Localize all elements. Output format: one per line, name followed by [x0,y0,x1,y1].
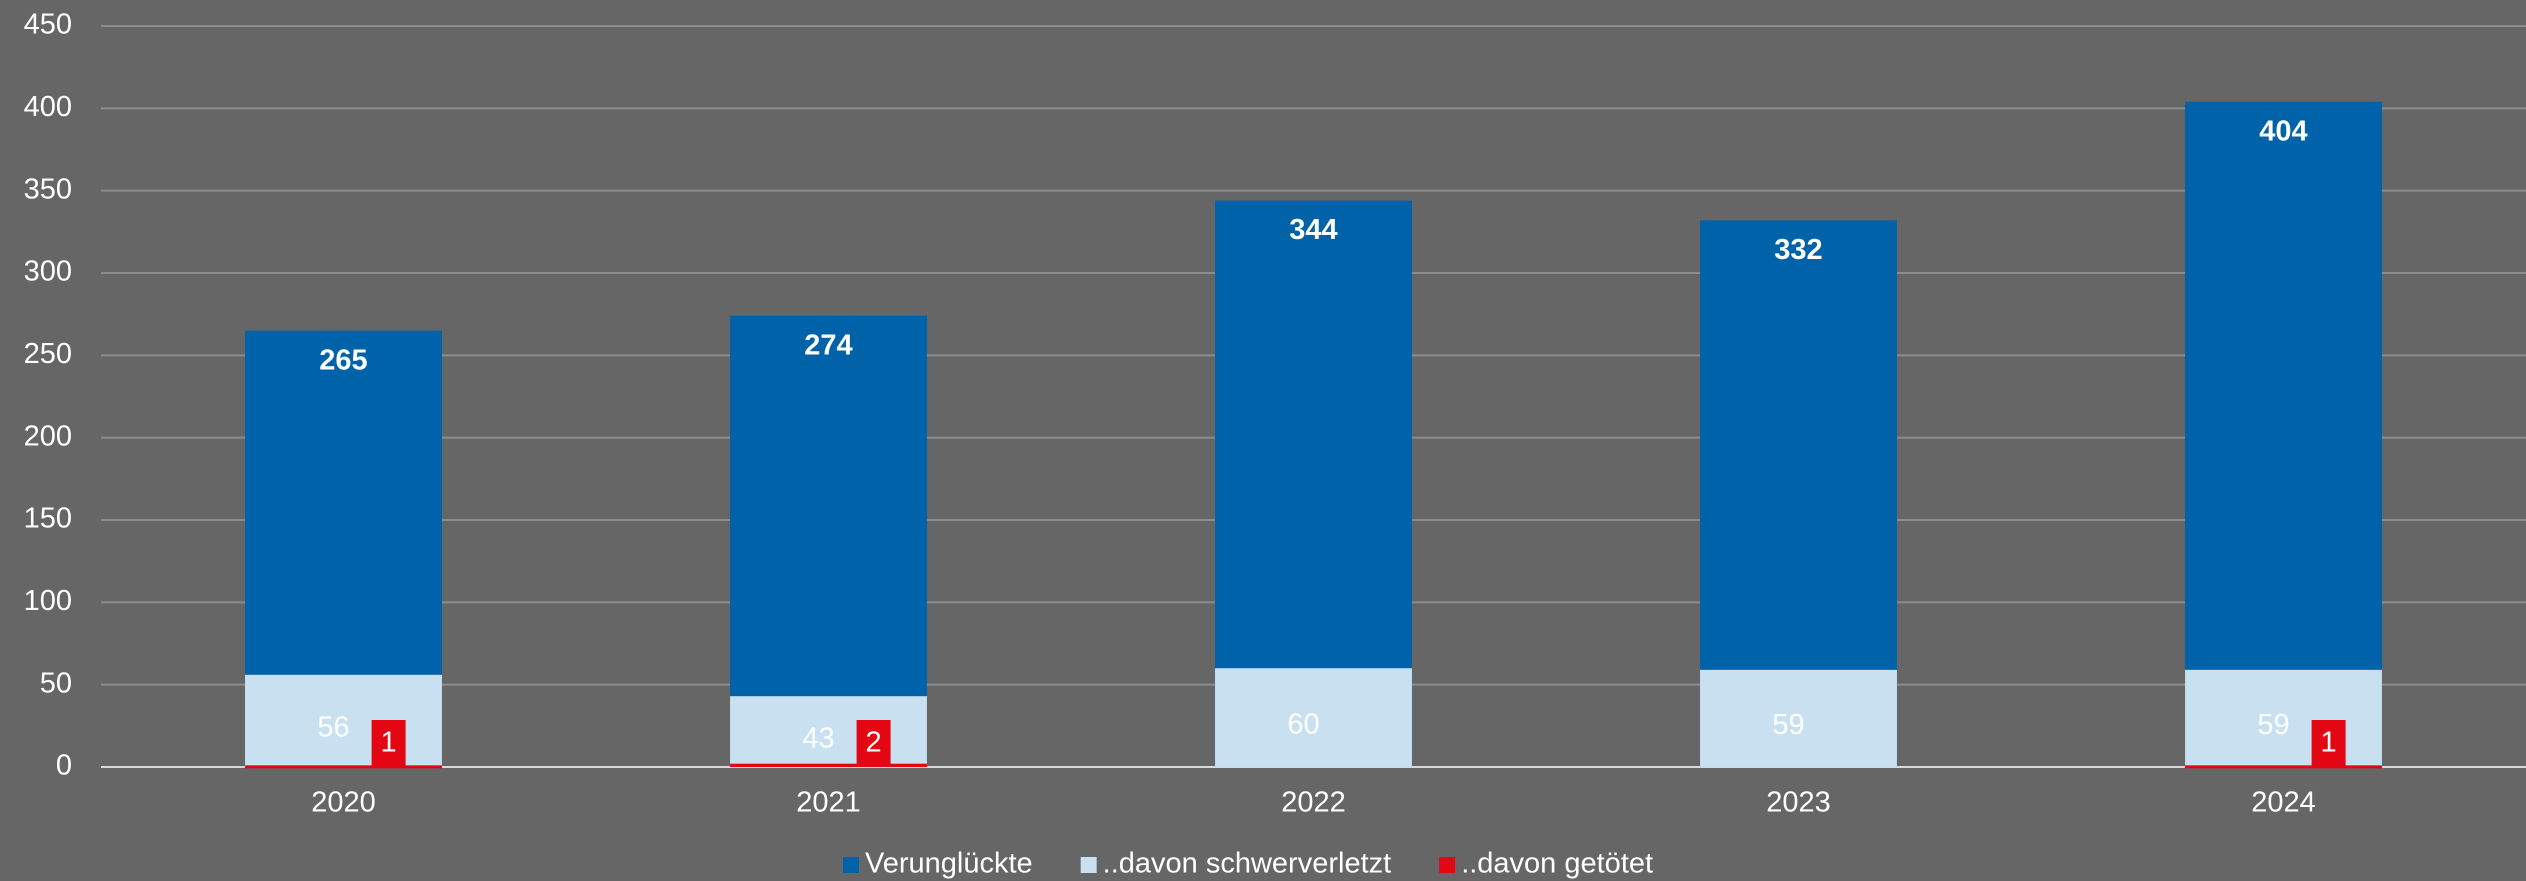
data-label: 2 [866,727,882,759]
legend-label: ..davon getötet [1461,848,1653,880]
data-label-box [2311,720,2346,766]
data-label: 404 [2259,115,2307,147]
y-tick-label: 200 [24,420,72,452]
bar [1700,669,1897,767]
data-label: 274 [804,329,852,361]
bar [1215,668,1412,767]
data-label-box [856,720,891,766]
data-label: 43 [802,722,834,754]
bar [245,765,442,769]
data-label: 332 [1774,234,1822,266]
x-tick-label: 2022 [1281,787,1346,819]
data-label: 1 [381,727,397,759]
y-tick-label: 150 [24,503,72,535]
data-label: 1 [2321,727,2337,759]
bar [730,763,927,767]
data-label: 59 [2257,709,2289,741]
bar [245,674,442,767]
y-tick-label: 100 [24,585,72,617]
y-tick-label: 350 [24,173,72,205]
y-tick-label: 0 [56,750,72,782]
data-label: 59 [1772,709,1804,741]
bar [2185,669,2382,767]
x-tick-label: 2021 [796,787,861,819]
y-tick-label: 250 [24,338,72,370]
bar [2185,765,2382,769]
data-label: 56 [317,712,349,744]
legend-swatch [1080,857,1097,873]
y-tick-label: 300 [24,256,72,288]
data-label: 265 [319,344,367,376]
x-tick-label: 2024 [2251,787,2316,819]
data-label: 60 [1287,708,1319,740]
x-tick-label: 2023 [1766,787,1831,819]
legend-swatch [1439,857,1456,873]
legend-label: Verunglückte [865,848,1033,880]
bar [2185,101,2382,768]
bar [730,315,927,767]
data-label-box [371,720,406,766]
legend-label: ..davon schwerverletzt [1103,848,1392,880]
y-tick-label: 450 [24,9,72,41]
data-label: 344 [1289,214,1337,246]
y-tick-label: 50 [40,667,72,699]
x-tick-label: 2020 [311,787,376,819]
bar [730,696,927,767]
y-tick-label: 400 [24,91,72,123]
legend-swatch [843,857,859,873]
